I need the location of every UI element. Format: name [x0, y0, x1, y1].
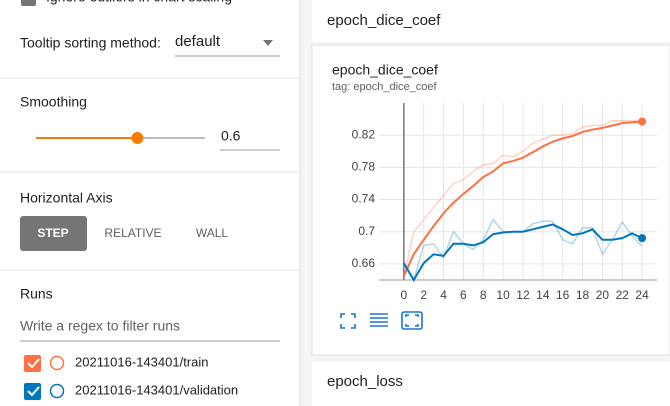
- run-name: 20211016-143401/train: [75, 354, 209, 369]
- smoothing-label: Smoothing: [20, 94, 87, 110]
- run-checkbox[interactable]: [24, 355, 41, 372]
- y-tick-label: 0.78: [352, 160, 376, 174]
- run-check: [27, 358, 40, 369]
- x-tick-label: 8: [480, 288, 487, 302]
- select-arrow[interactable]: [263, 40, 273, 46]
- x-tick-label: 20: [596, 288, 610, 302]
- raw-line: [403, 119, 643, 277]
- last-point: [638, 234, 647, 243]
- x-tick-label: 2: [420, 288, 427, 302]
- next-section-header[interactable]: [312, 362, 670, 406]
- next-section-title: epoch_loss: [327, 373, 403, 390]
- run-check: [27, 386, 40, 397]
- chart-toolbar: [340, 311, 423, 330]
- x-tick-label: 18: [576, 288, 590, 302]
- wall-button-label[interactable]: WALL: [196, 226, 229, 240]
- x-tick-label: 0: [400, 288, 407, 302]
- fullscreen-icon[interactable]: [340, 313, 356, 329]
- axis-label: Horizontal Axis: [20, 190, 113, 206]
- outliers-checkbox[interactable]: [21, 0, 36, 6]
- smoothing-value[interactable]: 0.6: [221, 128, 241, 144]
- tooltip-label: Tooltip sorting method:: [20, 35, 161, 51]
- runs-label: Runs: [20, 286, 53, 302]
- step-button[interactable]: [20, 216, 87, 251]
- outliers-label: Ignore outliers in chart scaling: [46, 0, 232, 5]
- section-header[interactable]: [312, 0, 670, 42]
- fit-domain-inner: [405, 314, 419, 327]
- run-name: 20211016-143401/validation: [75, 382, 238, 397]
- y-tick-label: 0.66: [352, 256, 376, 270]
- fit-domain-icon[interactable]: [401, 311, 423, 330]
- x-tick-label: 12: [516, 288, 530, 302]
- sidebar: [0, 0, 300, 406]
- x-tick-label: 16: [556, 288, 570, 302]
- chart-subtitle: tag: epoch_dice_coef: [332, 81, 438, 93]
- run-color[interactable]: [49, 355, 65, 371]
- relative-button-label[interactable]: RELATIVE: [104, 226, 161, 240]
- tooltip-select[interactable]: default: [175, 33, 221, 50]
- y-tick-label: 0.7: [358, 224, 375, 238]
- runs-list: 20211016-143401/train 20211016-143401/val…: [24, 354, 238, 400]
- run-color[interactable]: [49, 383, 65, 399]
- plot: 0.660.70.740.780.820 2 4 6 8 10 12 14 16 18 20 22 24: [352, 103, 657, 302]
- x-tick-label: 6: [460, 288, 467, 302]
- log-scale-icon[interactable]: [370, 313, 388, 327]
- y-tick-label: 0.74: [352, 192, 376, 206]
- run-checkbox[interactable]: [24, 383, 41, 400]
- last-point: [638, 117, 647, 126]
- smoothed-line: [402, 223, 643, 282]
- x-tick-label: 4: [440, 288, 447, 302]
- slider-thumb[interactable]: [131, 132, 144, 144]
- step-button-label[interactable]: STEP: [37, 226, 68, 240]
- x-tick-label: 22: [616, 288, 630, 302]
- runs-filter[interactable]: Write a regex to filter runs: [20, 318, 180, 334]
- x-tick-label: 24: [635, 288, 649, 302]
- y-tick-label: 0.82: [352, 127, 376, 141]
- x-tick-label: 10: [496, 288, 510, 302]
- smoothed-line: [402, 120, 643, 277]
- x-tick-label: 14: [536, 288, 550, 302]
- section-title: epoch_dice_coef: [327, 12, 441, 29]
- chart-title: epoch_dice_coef: [332, 62, 438, 78]
